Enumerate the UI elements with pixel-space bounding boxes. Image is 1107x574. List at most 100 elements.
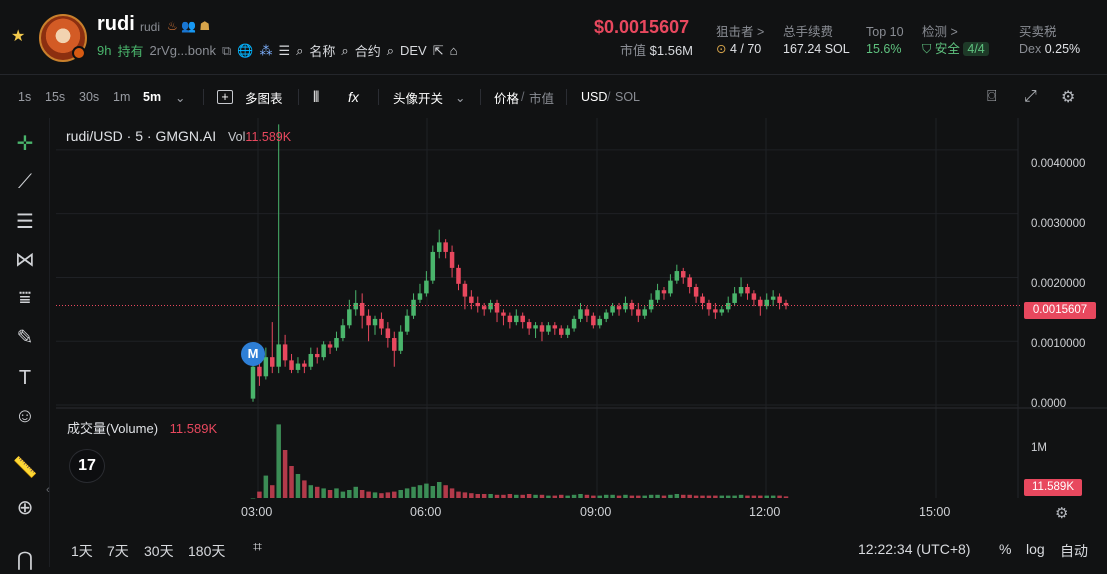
list-icon[interactable]: ☰ [278, 42, 291, 58]
usd-toggle[interactable]: USD [581, 90, 608, 104]
volume-bar [539, 494, 545, 498]
range-1d[interactable]: 1天 [71, 543, 93, 559]
candle-body [571, 318, 577, 329]
volume-bar [359, 490, 365, 498]
candle-body [603, 312, 609, 319]
search-name-icon[interactable]: ⌕ [296, 42, 304, 58]
dev-icon: ☗ [199, 19, 211, 33]
search-contract-icon[interactable]: ⌕ [341, 42, 349, 58]
emoji-icon[interactable]: ☺ [14, 405, 36, 427]
community-icon[interactable]: ⁂ [259, 42, 273, 58]
interval-1s[interactable]: 1s [18, 90, 32, 104]
candle-body [552, 325, 558, 329]
stat-top10-value: 15.6% [866, 42, 902, 56]
trend-line-icon[interactable]: ⟋ [18, 171, 32, 193]
candle-body [417, 293, 423, 300]
text-tool-icon[interactable]: T [18, 367, 32, 389]
crosshair-icon[interactable]: ✛ [16, 133, 34, 155]
magnet-icon[interactable]: ⋂ [16, 549, 34, 571]
volume-bar [552, 495, 558, 498]
candle-type-icon[interactable]: ⫴ [313, 88, 320, 106]
interval-30s[interactable]: 30s [79, 90, 100, 104]
indicators-icon[interactable]: fx [348, 89, 359, 105]
bookmark-icon[interactable]: ⌂ [449, 43, 458, 58]
stat-check[interactable]: 检测 > ⛉ 安全 4/4 [922, 24, 989, 58]
volume-bar [571, 494, 577, 498]
search-dev-link[interactable]: DEV [400, 43, 427, 58]
zoom-in-icon[interactable]: ⊕ [16, 497, 34, 519]
token-meta-row: 9h 持有 2rVg...bonk ⧉ 🌐 ⁂ ☰ ⌕ 名称 ⌕ 合约 ⌕ DEV ⇱… [97, 41, 458, 60]
volume-bar [494, 494, 500, 498]
candle-body [745, 287, 750, 294]
price-toggle[interactable]: 价格 [494, 91, 520, 106]
migration-marker[interactable]: M [241, 342, 265, 366]
interval-5m[interactable]: 5m [143, 90, 162, 104]
market-cap-label: 市值 [620, 43, 647, 58]
volume-bar [411, 486, 416, 498]
interval-1m[interactable]: 1m [113, 90, 131, 104]
interval-15s[interactable]: 15s [45, 90, 66, 104]
volume-bar [475, 494, 481, 498]
copy-icon[interactable]: ⧉ [221, 42, 232, 58]
volume-bar [424, 483, 429, 498]
candle-body [655, 290, 660, 300]
x-tick-0: 03:00 [241, 505, 273, 519]
candle-body [783, 302, 789, 306]
candle-body [359, 302, 365, 316]
plus-icon[interactable]: + [217, 90, 233, 104]
axis-settings-icon[interactable]: ⚙ [1055, 505, 1069, 522]
horizontal-lines-icon[interactable]: ☰ [16, 211, 34, 233]
avatar-toggle-button[interactable]: 头像开关 [393, 91, 444, 106]
volume-bar [430, 486, 436, 498]
auto-scale-toggle[interactable]: 自动 [1060, 543, 1088, 559]
range-30d[interactable]: 30天 [144, 543, 174, 559]
target-icon: ⊙ [716, 42, 727, 56]
website-icon[interactable]: 🌐 [237, 42, 254, 58]
fullscreen-icon[interactable]: ⤢ [1024, 88, 1037, 105]
search-dev-icon[interactable]: ⌕ [386, 42, 394, 58]
collapse-toolbar-icon[interactable]: ‹ [46, 484, 50, 496]
stat-snipers[interactable]: 狙击者 > ⊙ 4 / 70 [716, 24, 764, 58]
mcap-toggle[interactable]: 市值 [529, 91, 555, 106]
camera-icon[interactable]: ⌼ [987, 88, 997, 105]
vol-label: Vol [228, 130, 246, 144]
volume-bar [738, 494, 744, 498]
x-tick-2: 09:00 [580, 505, 612, 519]
ruler-icon[interactable]: 📏 [12, 457, 38, 479]
volume-bar [302, 480, 307, 498]
clock-time[interactable]: 12:22:34 (UTC+8) [858, 541, 971, 557]
pattern-icon[interactable]: ⋈ [15, 249, 35, 271]
range-180d[interactable]: 180天 [188, 543, 226, 559]
range-7d[interactable]: 7天 [107, 543, 129, 559]
candle-series [250, 124, 789, 402]
volume-bar [443, 485, 448, 498]
volume-bar [661, 495, 667, 498]
favorite-star-icon[interactable]: ★ [11, 28, 26, 45]
settings-gear-icon[interactable]: ⚙ [1061, 89, 1076, 106]
volume-bar [398, 490, 403, 498]
sol-toggle[interactable]: SOL [615, 90, 641, 104]
search-contract-link[interactable]: 合约 [354, 44, 381, 59]
log-toggle[interactable]: log [1026, 541, 1045, 557]
calendar-range-icon[interactable]: ⌗ [253, 539, 263, 556]
tradingview-logo[interactable]: 17 [69, 449, 105, 483]
brush-icon[interactable]: ✎ [16, 327, 34, 349]
candle-body [539, 325, 545, 332]
candle-body [738, 287, 744, 294]
candle-body [334, 338, 339, 348]
percent-toggle[interactable]: % [999, 541, 1012, 557]
interval-dropdown-icon[interactable]: ⌄ [175, 90, 186, 105]
volume-bar [674, 494, 680, 498]
fib-levels-icon[interactable]: ⩸ [18, 287, 32, 309]
stat-tax-prefix: Dex [1019, 42, 1042, 56]
volume-bar [257, 491, 262, 498]
search-name-link[interactable]: 名称 [309, 44, 336, 59]
candle-body [533, 325, 538, 329]
volume-bar [713, 495, 718, 498]
multi-chart-button[interactable]: 多图表 [245, 91, 283, 106]
share-icon[interactable]: ⇱ [432, 42, 444, 58]
avatar-dropdown-icon[interactable]: ⌄ [455, 90, 466, 105]
volume-bar [764, 495, 769, 498]
candle-body [777, 296, 782, 303]
candle-body [424, 280, 429, 294]
